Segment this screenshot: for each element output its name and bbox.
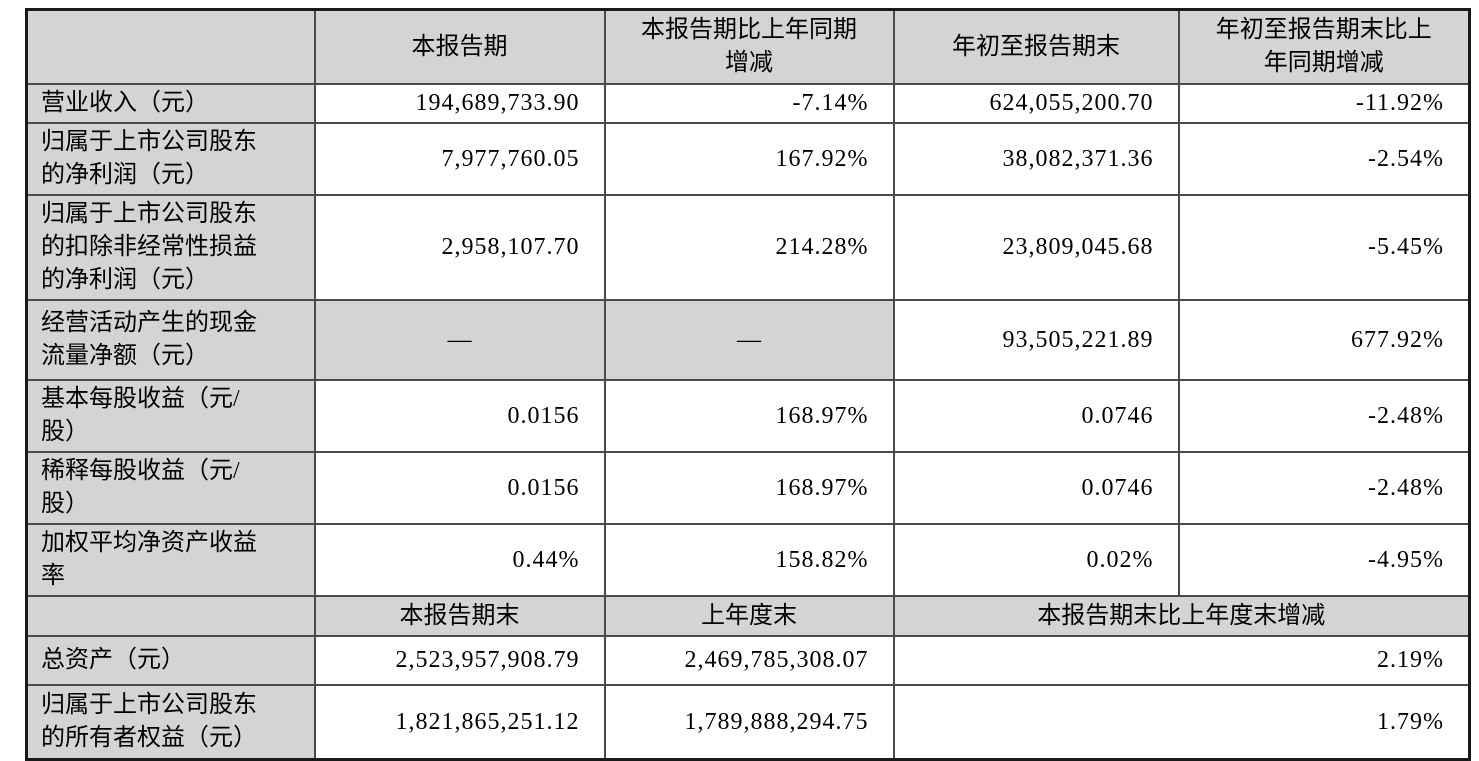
row-owners-equity-attributable: 归属于上市公司股东的所有者权益（元） 1,821,865,251.12 1,78… bbox=[25, 684, 1471, 761]
value-current-yoy-change: -7.14% bbox=[603, 83, 895, 124]
value-ytd: 23,809,045.68 bbox=[892, 194, 1180, 301]
value-period-end: 2,523,957,908.79 bbox=[313, 635, 606, 686]
value-current-yoy-change: 167.92% bbox=[603, 122, 895, 196]
row-label: 营业收入（元） bbox=[25, 83, 316, 124]
balance-header-row: 本报告期末 上年度末 本报告期末比上年度末增减 bbox=[25, 595, 1471, 637]
row-label: 加权平均净资产收益率 bbox=[25, 523, 316, 597]
row-operating-revenue: 营业收入（元） 194,689,733.90 -7.14% 624,055,20… bbox=[25, 83, 1471, 124]
value-ytd-yoy-change: -2.48% bbox=[1177, 451, 1471, 525]
value-current-yoy-change: 158.82% bbox=[603, 523, 895, 597]
value-ytd: 0.0746 bbox=[892, 451, 1180, 525]
period-header-row: 本报告期 本报告期比上年同期增减 年初至报告期末 年初至报告期末比上年同期增减 bbox=[25, 8, 1471, 85]
value-current-period: 0.0156 bbox=[313, 451, 606, 525]
row-label: 总资产（元） bbox=[25, 635, 316, 686]
value-prior-year-end: 2,469,785,308.07 bbox=[603, 635, 895, 686]
value-current-period: 194,689,733.90 bbox=[313, 83, 606, 124]
row-label: 基本每股收益（元/股） bbox=[25, 379, 316, 453]
value-current-period: 0.44% bbox=[313, 523, 606, 597]
value-ytd-yoy-change: -5.45% bbox=[1177, 194, 1471, 301]
value-prior-year-end: 1,789,888,294.75 bbox=[603, 684, 895, 761]
row-label: 归属于上市公司股东的净利润（元） bbox=[25, 122, 316, 196]
value-ytd-yoy-change: -11.92% bbox=[1177, 83, 1471, 124]
header-current-period: 本报告期 bbox=[313, 8, 606, 85]
value-ytd: 93,505,221.89 bbox=[892, 299, 1180, 381]
value-change: 1.79% bbox=[892, 684, 1471, 761]
value-period-end: 1,821,865,251.12 bbox=[313, 684, 606, 761]
value-current-period: 0.0156 bbox=[313, 379, 606, 453]
row-label: 稀释每股收益（元/股） bbox=[25, 451, 316, 525]
row-label: 经营活动产生的现金流量净额（元） bbox=[25, 299, 316, 381]
row-net-profit-deducting-nonrecurring: 归属于上市公司股东的扣除非经常性损益的净利润（元） 2,958,107.70 2… bbox=[25, 194, 1471, 301]
value-current-period-dash: — bbox=[313, 299, 606, 381]
header-blank-cell bbox=[25, 8, 316, 85]
value-change: 2.19% bbox=[892, 635, 1471, 686]
value-ytd: 0.02% bbox=[892, 523, 1180, 597]
value-current-yoy-change: 168.97% bbox=[603, 451, 895, 525]
header-current-period-yoy-change: 本报告期比上年同期增减 bbox=[603, 8, 895, 85]
header-ytd-yoy-change: 年初至报告期末比上年同期增减 bbox=[1177, 8, 1471, 85]
value-current-yoy-change: 168.97% bbox=[603, 379, 895, 453]
row-weighted-average-roe: 加权平均净资产收益率 0.44% 158.82% 0.02% -4.95% bbox=[25, 523, 1471, 597]
header-prior-year-end: 上年度末 bbox=[603, 595, 895, 637]
value-current-yoy-change-dash: — bbox=[603, 299, 895, 381]
value-ytd: 38,082,371.36 bbox=[892, 122, 1180, 196]
value-ytd: 624,055,200.70 bbox=[892, 83, 1180, 124]
value-current-yoy-change: 214.28% bbox=[603, 194, 895, 301]
row-total-assets: 总资产（元） 2,523,957,908.79 2,469,785,308.07… bbox=[25, 635, 1471, 686]
value-ytd: 0.0746 bbox=[892, 379, 1180, 453]
row-label: 归属于上市公司股东的所有者权益（元） bbox=[25, 684, 316, 761]
row-basic-eps: 基本每股收益（元/股） 0.0156 168.97% 0.0746 -2.48% bbox=[25, 379, 1471, 453]
financial-summary-table: 本报告期 本报告期比上年同期增减 年初至报告期末 年初至报告期末比上年同期增减 … bbox=[25, 8, 1471, 761]
row-net-profit-attributable: 归属于上市公司股东的净利润（元） 7,977,760.05 167.92% 38… bbox=[25, 122, 1471, 196]
row-operating-cash-flow: 经营活动产生的现金流量净额（元） — — 93,505,221.89 677.9… bbox=[25, 299, 1471, 381]
value-ytd-yoy-change: -2.48% bbox=[1177, 379, 1471, 453]
value-ytd-yoy-change: 677.92% bbox=[1177, 299, 1471, 381]
header-blank-cell bbox=[25, 595, 316, 637]
header-ytd: 年初至报告期末 bbox=[892, 8, 1180, 85]
value-ytd-yoy-change: -2.54% bbox=[1177, 122, 1471, 196]
value-current-period: 7,977,760.05 bbox=[313, 122, 606, 196]
value-ytd-yoy-change: -4.95% bbox=[1177, 523, 1471, 597]
row-diluted-eps: 稀释每股收益（元/股） 0.0156 168.97% 0.0746 -2.48% bbox=[25, 451, 1471, 525]
header-period-end: 本报告期末 bbox=[313, 595, 606, 637]
header-period-end-vs-prior-year-end-change: 本报告期末比上年度末增减 bbox=[892, 595, 1471, 637]
row-label: 归属于上市公司股东的扣除非经常性损益的净利润（元） bbox=[25, 194, 316, 301]
value-current-period: 2,958,107.70 bbox=[313, 194, 606, 301]
